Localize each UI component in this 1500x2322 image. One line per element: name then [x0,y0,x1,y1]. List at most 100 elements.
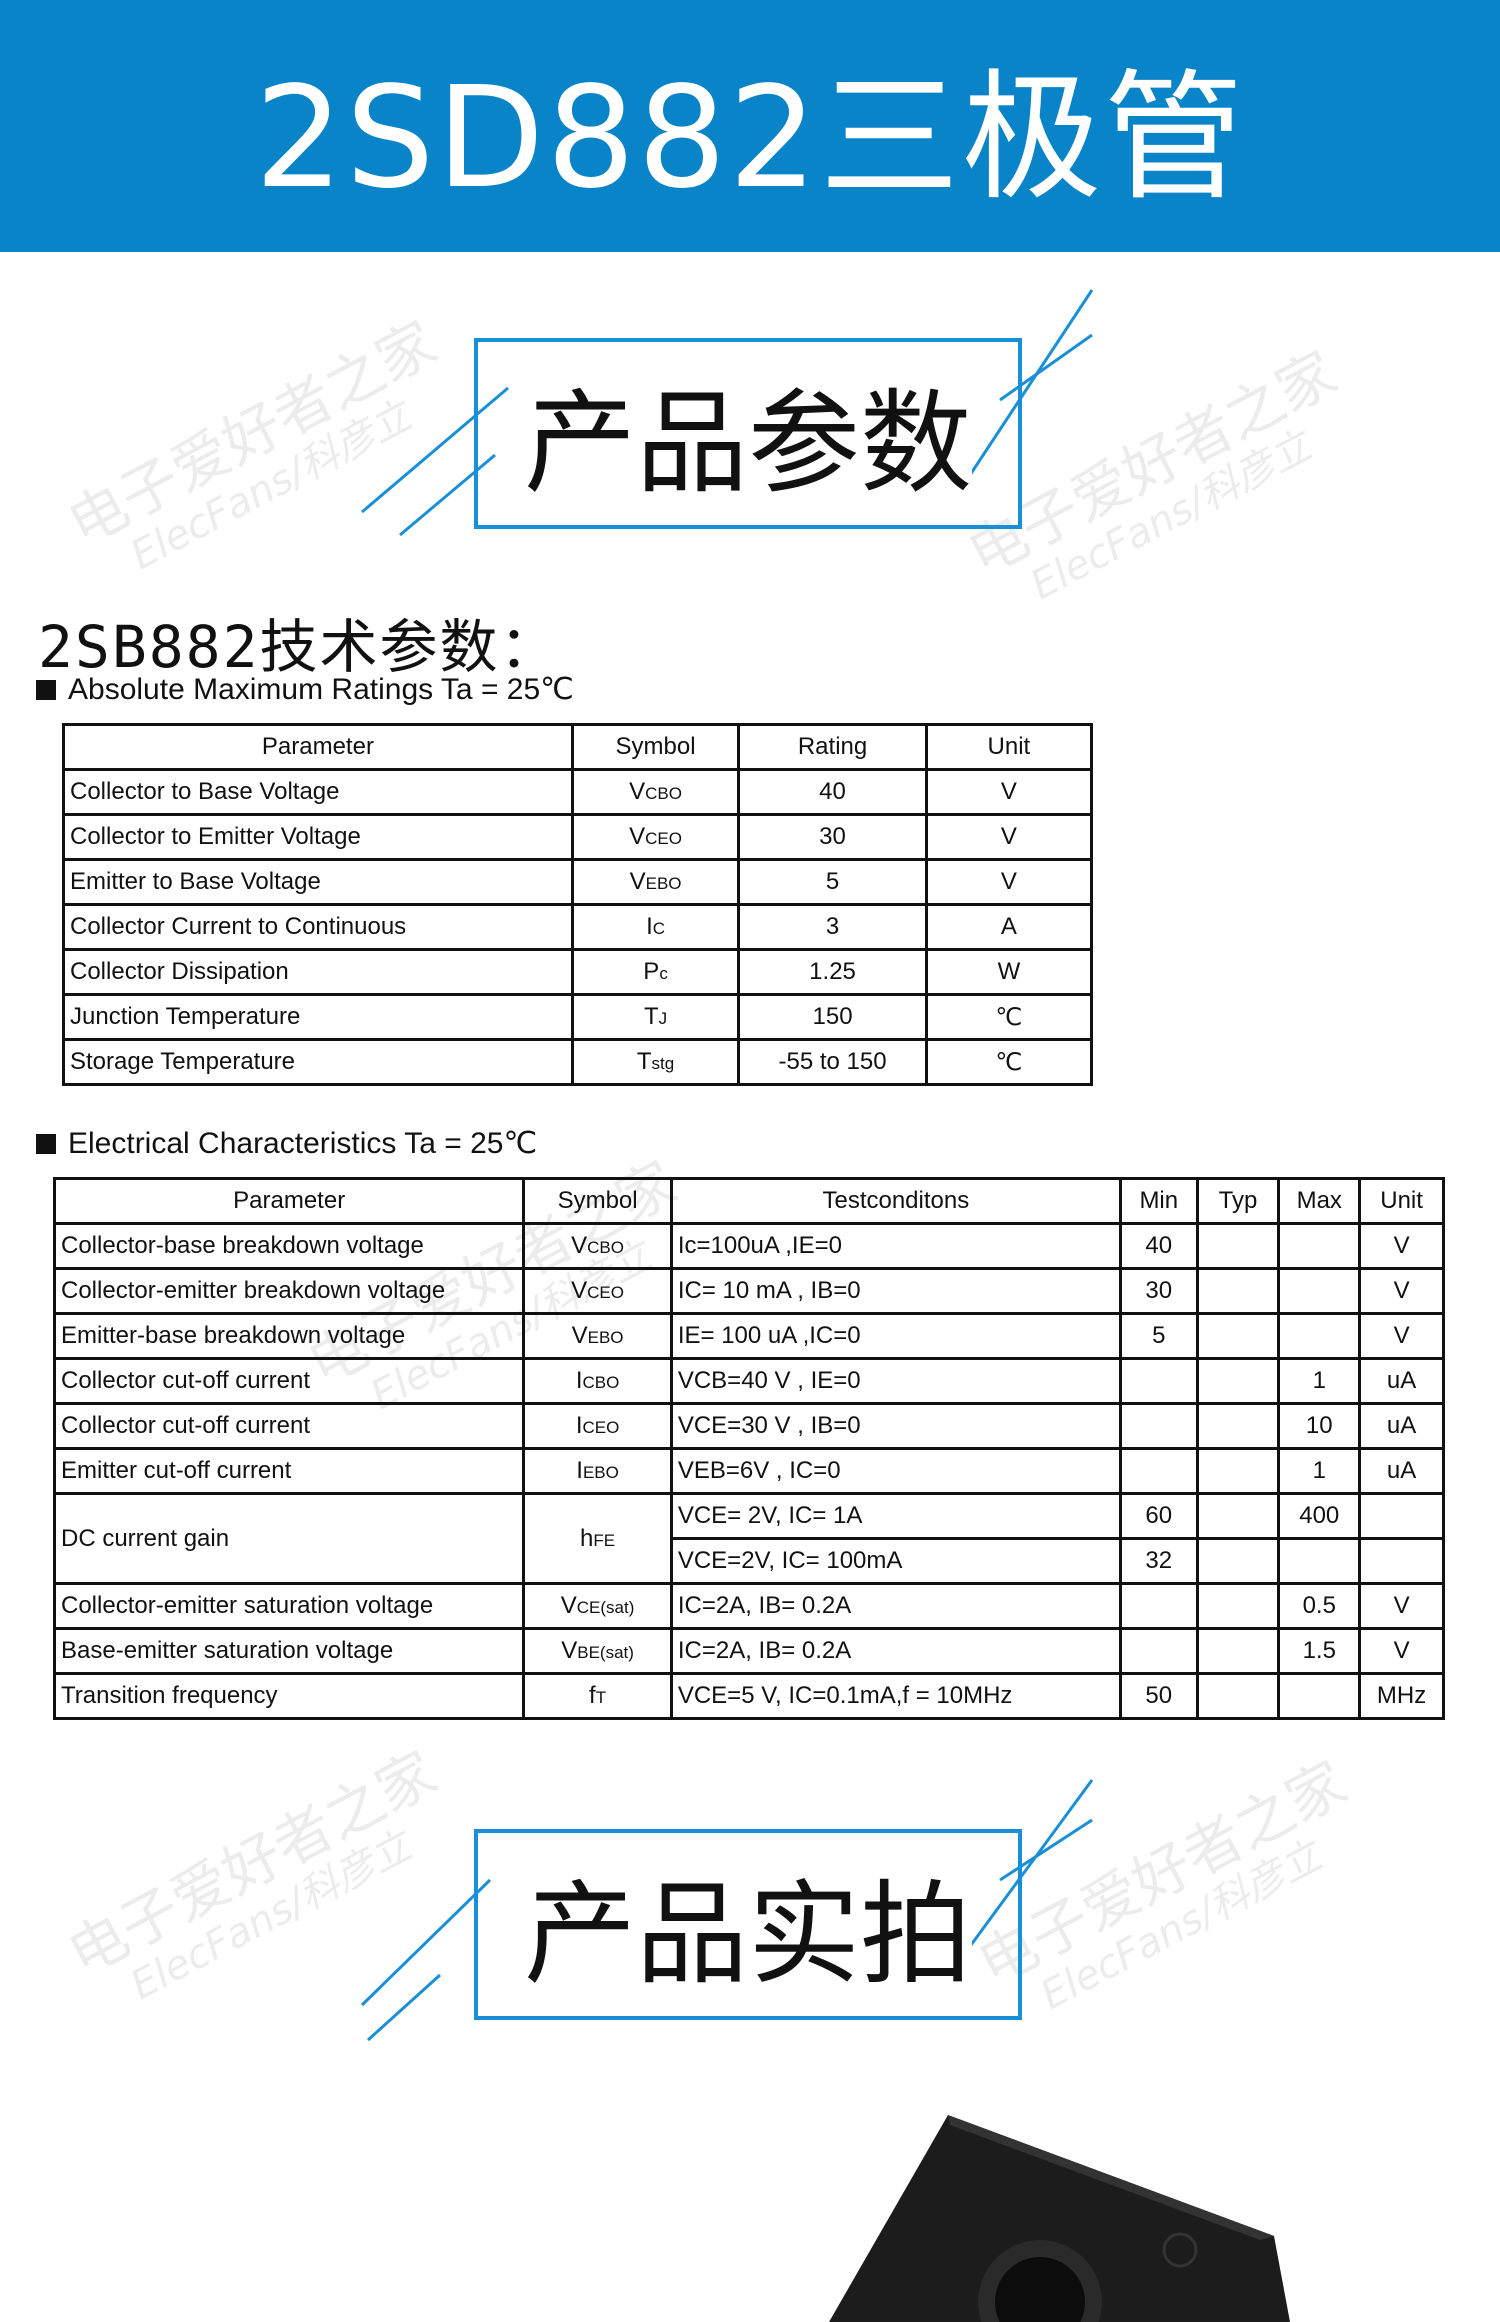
min-cell: 32 [1118,1537,1199,1585]
column-header: Max [1277,1177,1362,1225]
typ-cell [1195,1672,1281,1720]
rating-cell: 150 [737,993,928,1041]
rating-cell: 1.25 [737,948,928,996]
unit-cell: V [1358,1267,1445,1315]
unit-cell: ℃ [924,993,1094,1041]
table-row: Collector to Base Voltage VCBO 40 V [62,768,1094,816]
typ-cell [1195,1627,1281,1675]
param-cell: Collector cut-off current [52,1357,526,1405]
symbol-cell: VEBO [570,858,741,906]
param-cell: Emitter to Base Voltage [62,858,574,906]
table-row: Collector to Emitter Voltage VCEO 30 V [62,813,1094,861]
symbol-cell: ICBO [522,1357,673,1405]
unit-cell: W [924,948,1094,996]
condition-cell: IC=2A, IB= 0.2A [669,1627,1122,1675]
column-header: Symbol [570,723,741,771]
param-cell: DC current gain [52,1492,526,1585]
typ-cell [1195,1537,1281,1585]
condition-cell: IE= 100 uA ,IC=0 [669,1312,1122,1360]
symbol-cell: hFE [522,1492,673,1585]
symbol-cell: IEBO [522,1447,673,1495]
condition-cell: VCB=40 V , IE=0 [669,1357,1122,1405]
symbol-cell: VEBO [522,1312,673,1360]
column-header: Rating [737,723,928,771]
symbol-cell: fT [522,1672,673,1720]
bullet-square-icon [36,1133,56,1154]
condition-cell: VCE=2V, IC= 100mA [669,1537,1122,1585]
table-row: DC current gain hFE VCE= 2V, IC= 1A 60 4… [52,1492,1445,1585]
rating-cell: 5 [737,858,928,906]
max-cell: 1 [1277,1447,1362,1495]
unit-cell: V [1358,1222,1445,1270]
rating-cell: 40 [737,768,928,816]
column-header: Typ [1195,1177,1281,1225]
min-cell [1118,1402,1199,1450]
unit-cell: MHz [1358,1672,1445,1720]
param-cell: Emitter cut-off current [52,1447,526,1495]
symbol-cell: TJ [570,993,741,1041]
condition-cell: VCE= 2V, IC= 1A [669,1492,1122,1540]
symbol-cell: IC [570,903,741,951]
table-row: Junction Temperature TJ 150 ℃ [62,993,1094,1041]
section-title: 产品实拍 [524,1843,972,2006]
elec-char-label: Electrical Characteristics Ta = 25℃ [36,1126,537,1161]
abs-max-table: Parameter Symbol Rating Unit Collector t… [62,723,1094,1086]
param-cell: Collector-base breakdown voltage [52,1222,526,1270]
max-cell: 0.5 [1277,1582,1362,1630]
max-cell: 1.5 [1277,1627,1362,1675]
typ-cell [1195,1222,1281,1270]
symbol-cell: Pc [570,948,741,996]
product-photo [829,2115,1290,2322]
section-title-box-photos: 产品实拍 [474,1829,1022,2020]
elec-char-table: Parameter Symbol Testconditons Min Typ M… [52,1177,1445,1720]
max-cell [1277,1312,1362,1360]
unit-cell: ℃ [924,1038,1094,1086]
unit-cell: V [924,858,1094,906]
symbol-cell: ICEO [522,1402,673,1450]
section-title-box-params: 产品参数 [474,338,1022,529]
typ-cell [1195,1582,1281,1630]
symbol-cell: VCEO [570,813,741,861]
unit-cell: V [1358,1312,1445,1360]
max-cell [1277,1537,1362,1585]
max-cell [1277,1672,1362,1720]
table-row: Collector cut-off current ICEO VCE=30 V … [52,1402,1445,1450]
rating-cell: -55 to 150 [737,1038,928,1086]
table-row: Emitter-base breakdown voltage VEBO IE= … [52,1312,1445,1360]
table-header-row: Parameter Symbol Testconditons Min Typ M… [52,1177,1445,1225]
table-row: Base-emitter saturation voltage VBE(sat)… [52,1627,1445,1675]
table-row: Transition frequency fT VCE=5 V, IC=0.1m… [52,1672,1445,1720]
symbol-cell: VCE(sat) [522,1582,673,1630]
param-cell: Collector to Emitter Voltage [62,813,574,861]
table-row: Collector-emitter saturation voltage VCE… [52,1582,1445,1630]
condition-cell: VEB=6V , IC=0 [669,1447,1122,1495]
typ-cell [1195,1402,1281,1450]
max-cell: 400 [1277,1492,1362,1540]
column-header: Unit [1358,1177,1445,1225]
param-cell: Emitter-base breakdown voltage [52,1312,526,1360]
table-row: Emitter to Base Voltage VEBO 5 V [62,858,1094,906]
param-cell: Collector Dissipation [62,948,574,996]
param-cell: Collector cut-off current [52,1402,526,1450]
rating-cell: 3 [737,903,928,951]
symbol-cell: VCBO [522,1222,673,1270]
unit-cell: V [924,768,1094,816]
unit-cell [1358,1492,1445,1540]
param-cell: Collector-emitter saturation voltage [52,1582,526,1630]
min-cell [1118,1447,1199,1495]
min-cell [1118,1582,1199,1630]
min-cell: 40 [1118,1222,1199,1270]
condition-cell: Ic=100uA ,IE=0 [669,1222,1122,1270]
unit-cell [1358,1537,1445,1585]
column-header: Parameter [52,1177,526,1225]
max-cell [1277,1267,1362,1315]
condition-cell: VCE=30 V , IB=0 [669,1402,1122,1450]
header-banner: 2SD882三极管 [0,0,1500,252]
typ-cell [1195,1447,1281,1495]
table-row: Collector Dissipation Pc 1.25 W [62,948,1094,996]
table-row: Storage Temperature Tstg -55 to 150 ℃ [62,1038,1094,1086]
abs-max-label: Absolute Maximum Ratings Ta = 25℃ [36,672,574,707]
transistor-body [829,2115,1290,2322]
symbol-cell: VCEO [522,1267,673,1315]
